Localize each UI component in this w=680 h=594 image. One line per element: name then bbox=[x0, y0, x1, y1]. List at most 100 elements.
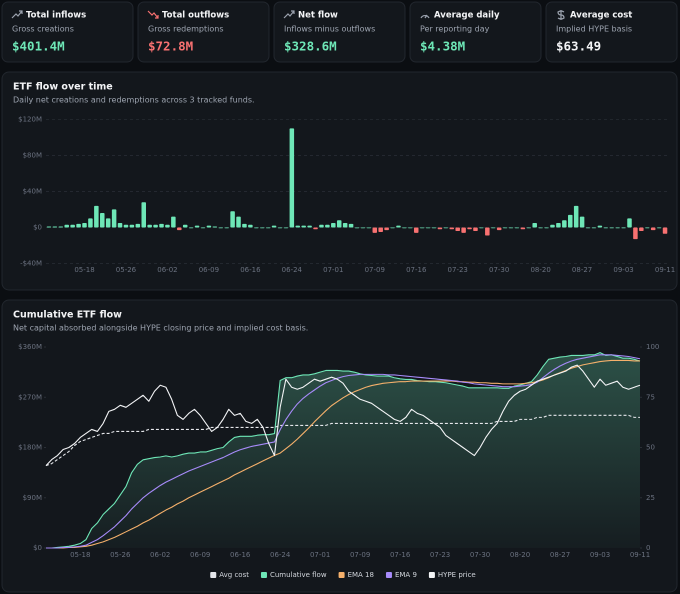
card bbox=[1, 1, 134, 63]
bar bbox=[88, 218, 93, 228]
y-tick-label: $80M bbox=[23, 151, 42, 159]
bar bbox=[147, 224, 152, 228]
bar bbox=[645, 227, 650, 229]
x-tick-label: 08-27 bbox=[572, 266, 592, 274]
bar bbox=[153, 224, 158, 228]
bar bbox=[627, 218, 632, 228]
chart-title: ETF flow over time bbox=[13, 82, 113, 93]
card-value: $328.6M bbox=[284, 39, 337, 54]
x-tick-label: 06-09 bbox=[199, 266, 219, 274]
legend-label: EMA 9 bbox=[395, 571, 417, 579]
x-tick-label: 05-26 bbox=[116, 266, 137, 274]
bar bbox=[301, 225, 306, 228]
bar bbox=[218, 227, 224, 229]
card-title: Total outflows bbox=[162, 11, 229, 21]
bar bbox=[609, 227, 614, 229]
bar bbox=[336, 220, 342, 228]
card-icon bbox=[11, 10, 23, 19]
bar bbox=[182, 224, 188, 228]
x-tick-label: 07-30 bbox=[470, 551, 490, 559]
bar bbox=[372, 227, 378, 233]
bar bbox=[479, 227, 484, 229]
bar bbox=[111, 209, 117, 228]
card-subtitle: Inflows minus outflows bbox=[284, 25, 375, 34]
bar bbox=[467, 227, 472, 230]
bar bbox=[461, 227, 466, 233]
bar bbox=[662, 227, 668, 234]
x-tick-label: 09-03 bbox=[613, 266, 633, 274]
card-value: $72.8M bbox=[148, 39, 193, 54]
y2-tick-label: 25 bbox=[646, 494, 655, 502]
card bbox=[409, 1, 542, 63]
card-subtitle: Implied HYPE basis bbox=[556, 25, 632, 34]
bar bbox=[408, 227, 413, 229]
legend-swatch bbox=[385, 572, 392, 578]
y-tick-label: $90M bbox=[23, 494, 42, 502]
bar bbox=[242, 223, 247, 228]
bar bbox=[76, 223, 81, 228]
x-tick-label: 05-26 bbox=[110, 551, 131, 559]
bar bbox=[384, 227, 389, 231]
bar bbox=[532, 222, 537, 228]
y-tick-label: $270M bbox=[18, 393, 42, 401]
bar bbox=[283, 227, 289, 229]
legend-label: Cumulative flow bbox=[270, 571, 327, 579]
bar bbox=[656, 227, 662, 229]
bar bbox=[650, 227, 656, 231]
y2-tick-label: 100 bbox=[646, 343, 659, 351]
card bbox=[545, 1, 678, 63]
bar bbox=[159, 223, 164, 228]
bar bbox=[259, 227, 265, 229]
bar bbox=[639, 227, 644, 232]
x-tick-label: 07-09 bbox=[365, 266, 385, 274]
bar bbox=[573, 205, 579, 228]
bar bbox=[591, 227, 597, 229]
x-tick-label: 08-20 bbox=[530, 266, 550, 274]
card-value: $4.38M bbox=[420, 39, 465, 54]
bar bbox=[514, 227, 520, 229]
x-tick-label: 07-23 bbox=[430, 551, 450, 559]
bar bbox=[165, 224, 170, 228]
bar bbox=[64, 224, 69, 228]
x-tick-label: 05-18 bbox=[74, 266, 94, 274]
bar bbox=[603, 227, 609, 229]
y-tick-label: $120M bbox=[18, 115, 42, 123]
x-tick-label: 06-09 bbox=[190, 551, 210, 559]
y-tick-label: -$40M bbox=[20, 259, 42, 267]
bar bbox=[271, 225, 277, 228]
bar bbox=[105, 218, 111, 228]
card-value: $63.49 bbox=[556, 39, 601, 54]
bar bbox=[425, 227, 431, 229]
bar bbox=[526, 227, 532, 229]
series-line bbox=[46, 354, 641, 549]
bar bbox=[390, 227, 395, 229]
x-tick-label: 07-01 bbox=[323, 266, 343, 274]
legend-label: EMA 18 bbox=[348, 571, 374, 579]
bar bbox=[331, 222, 336, 228]
x-tick-label: 09-11 bbox=[655, 266, 675, 274]
bar bbox=[342, 222, 348, 228]
bar bbox=[443, 227, 449, 229]
bar bbox=[544, 227, 549, 229]
bar bbox=[117, 222, 123, 228]
x-tick-label: 07-16 bbox=[390, 551, 411, 559]
bar bbox=[46, 226, 52, 228]
bar bbox=[70, 224, 75, 228]
bar bbox=[194, 225, 200, 228]
card-subtitle: Gross creations bbox=[12, 25, 74, 34]
bar bbox=[177, 227, 182, 231]
bar bbox=[171, 216, 176, 228]
legend: Avg cost Cumulative flow EMA 18 EMA 9 HYPE p… bbox=[210, 571, 476, 579]
x-tick-label: 08-27 bbox=[550, 551, 570, 559]
bar bbox=[502, 227, 508, 229]
card-title: Average daily bbox=[434, 11, 500, 21]
bar bbox=[538, 227, 543, 229]
bar bbox=[212, 226, 218, 228]
x-tick-label: 08-20 bbox=[510, 551, 530, 559]
bar bbox=[135, 223, 141, 228]
bar bbox=[188, 227, 194, 229]
bar bbox=[437, 227, 443, 230]
bar bbox=[621, 227, 626, 229]
